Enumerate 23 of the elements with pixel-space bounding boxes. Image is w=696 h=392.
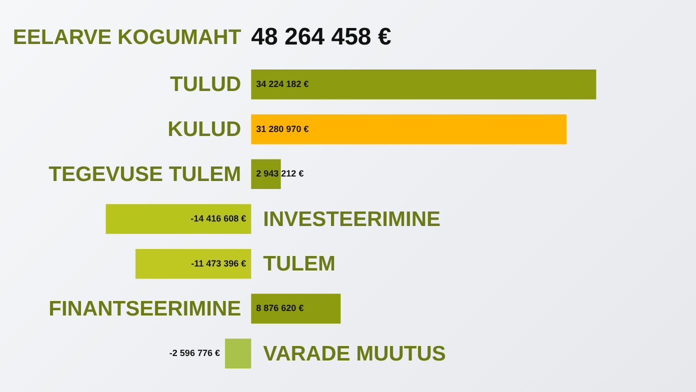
y-tick-label: VARADE MUUTUS (263, 342, 446, 366)
bar (135, 248, 252, 279)
y-tick-label: TEGEVUSE TULEM (48, 162, 242, 186)
y-tick-label: INVESTEERIMINE (263, 208, 441, 231)
data-label: -2 596 776 € (169, 348, 220, 358)
y-tick-label: TULEM (263, 252, 336, 276)
bar (251, 294, 341, 324)
y-tick-label: TULUD (170, 73, 242, 96)
bar (224, 338, 252, 368)
data-label: 8 876 620 € (256, 303, 304, 314)
data-label: -14 416 608 € (190, 213, 246, 224)
bar (251, 159, 281, 190)
data-label: -11 473 396 € (191, 258, 246, 268)
chart-subtitle: 48 264 458 € (251, 24, 392, 51)
data-label: 2 943 212 € (256, 168, 304, 179)
data-label: 34 224 182 € (256, 78, 309, 89)
bar (251, 70, 596, 100)
chart-title: EELARVE KOGUMAHT (12, 26, 242, 49)
bar (106, 204, 252, 234)
data-label: 31 280 970 € (256, 124, 309, 134)
bar (251, 114, 567, 144)
y-tick-label: KULUD (168, 118, 242, 142)
y-tick-label: FINANTSEERIMINE (48, 298, 242, 321)
